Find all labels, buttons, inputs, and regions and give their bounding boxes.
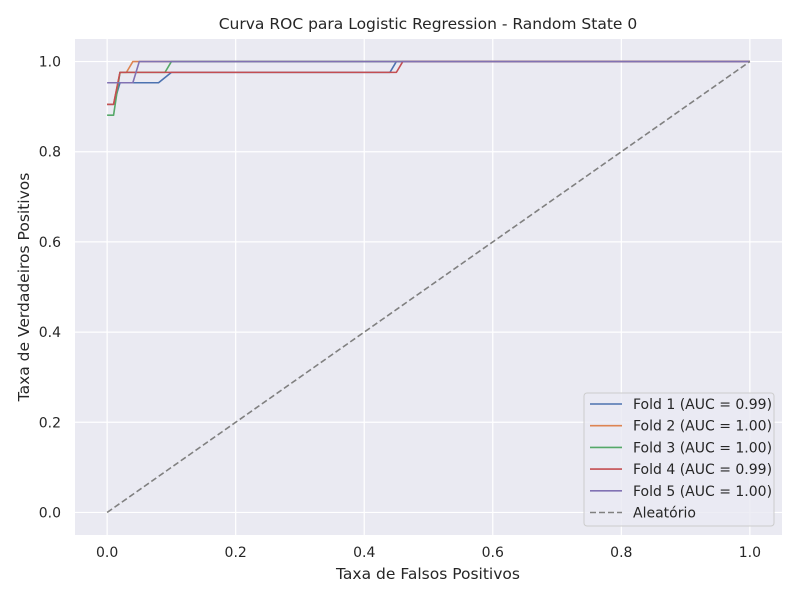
grid-lines (75, 39, 782, 535)
legend-entry-2: Fold 2 (AUC = 1.00) (633, 419, 772, 435)
legend-entry-3: Fold 3 (AUC = 1.00) (633, 440, 772, 456)
series-line-5 (107, 60, 750, 84)
legend-entry-1: Fold 1 (AUC = 0.99) (633, 397, 772, 413)
series-lines (106, 60, 751, 514)
legend: Fold 1 (AUC = 0.99) Fold 2 (AUC = 1.00) Fo… (583, 392, 775, 527)
x-tick-label: 0.6 (482, 545, 504, 561)
y-tick-label: 0.2 (39, 415, 61, 431)
y-tick-label: 0.4 (39, 325, 61, 341)
x-tick-labels: 0.0 0.2 0.4 0.6 0.8 1.0 (96, 545, 761, 561)
legend-entry-4: Fold 4 (AUC = 0.99) (633, 462, 772, 478)
x-tick-label: 0.2 (225, 545, 247, 561)
y-tick-label: 0.8 (39, 145, 61, 161)
x-tick-label: 0.8 (610, 545, 632, 561)
legend-entry-5: Fold 5 (AUC = 1.00) (633, 484, 772, 500)
legend-box (583, 392, 775, 527)
x-tick-label: 1.0 (739, 545, 761, 561)
x-tick-label: 0.4 (353, 545, 375, 561)
y-tick-label: 1.0 (39, 55, 61, 71)
y-tick-label: 0.6 (39, 235, 61, 251)
chart-title: Curva ROC para Logistic Regression - Ran… (219, 15, 638, 33)
series-line-6 (106, 60, 751, 514)
x-axis-label: Taxa de Falsos Positivos (335, 565, 520, 583)
y-axis-label: Taxa de Verdadeiros Positivos (15, 173, 33, 403)
y-tick-labels: 0.0 0.2 0.4 0.6 0.8 1.0 (39, 55, 61, 522)
y-tick-label: 0.0 (39, 505, 61, 521)
legend-entry-6: Aleatório (633, 506, 696, 522)
x-tick-label: 0.0 (96, 545, 118, 561)
